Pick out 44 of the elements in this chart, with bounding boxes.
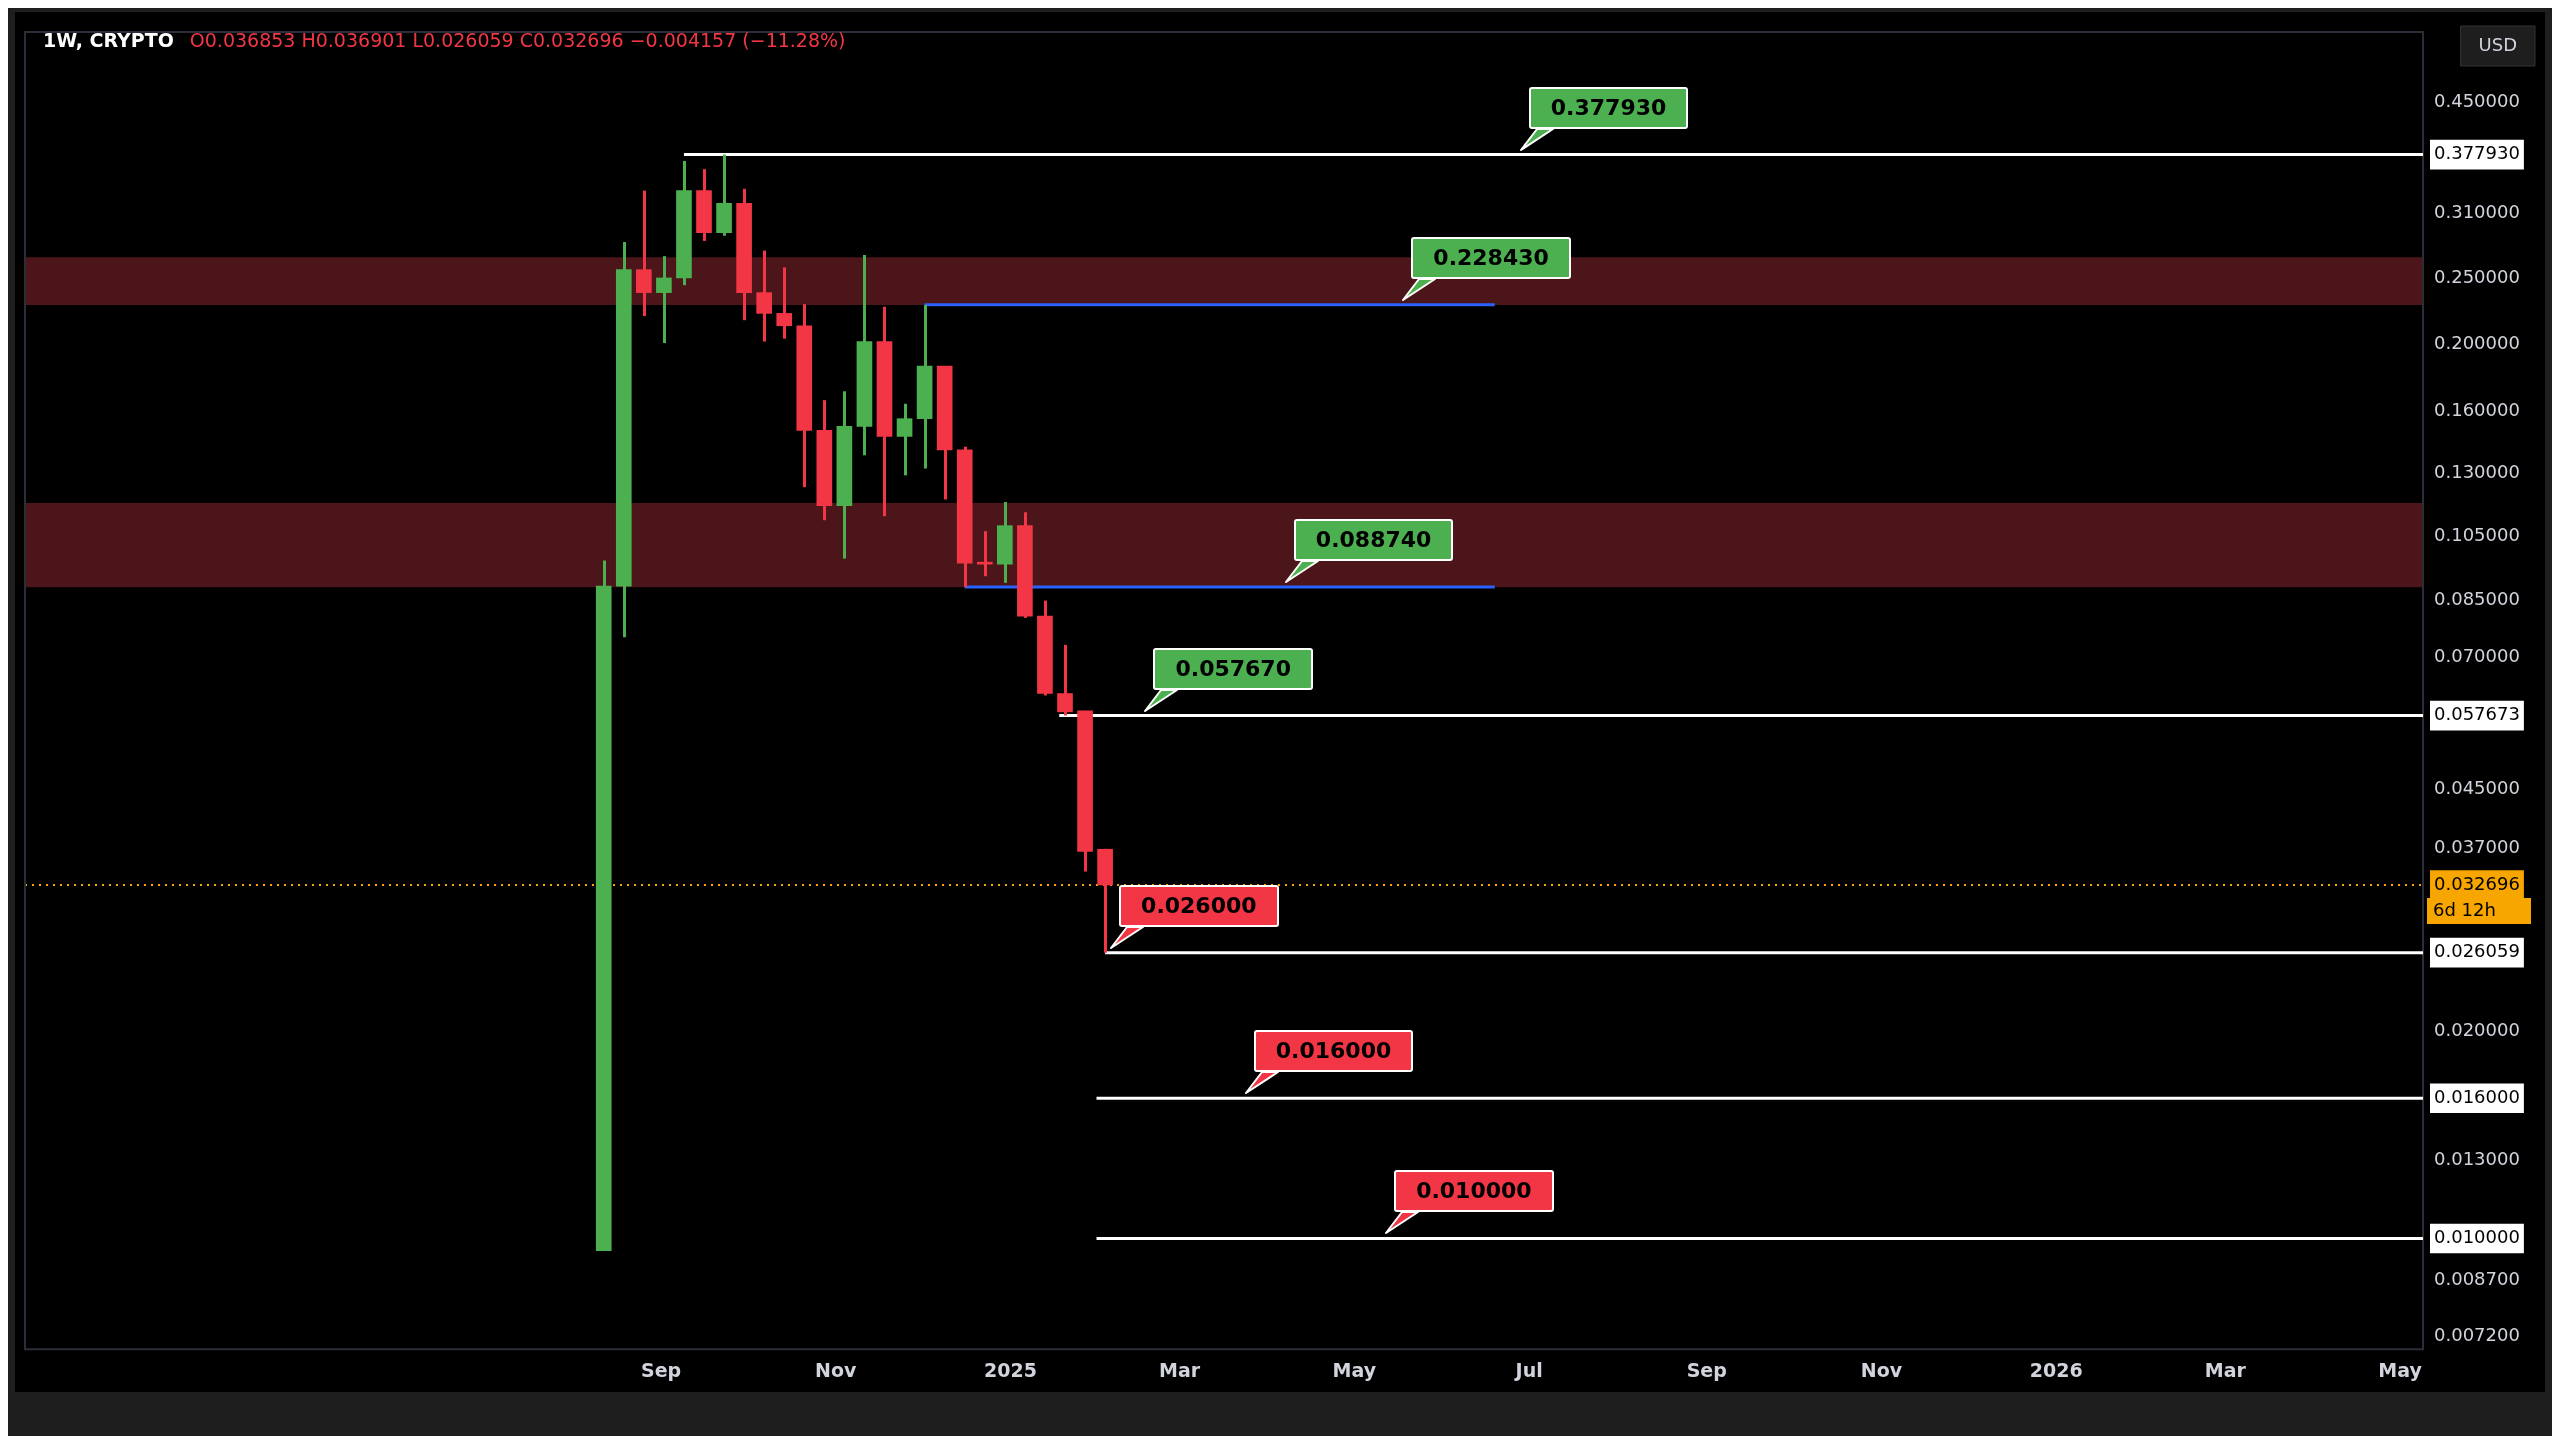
y-tick-label: 0.008700 bbox=[2434, 1267, 2520, 1289]
y-tick-label: 0.010000 bbox=[2434, 1226, 2520, 1248]
y-tick-label: 0.200000 bbox=[2434, 332, 2520, 354]
x-tick-label: Mar bbox=[1159, 1358, 1201, 1381]
y-tick-label: 0.057673 bbox=[2434, 703, 2520, 725]
y-tick-label: 0.160000 bbox=[2434, 398, 2520, 420]
x-tick-label: Nov bbox=[815, 1358, 858, 1381]
chart-title: 1W, CRYPTO bbox=[43, 28, 174, 51]
y-tick-label: 0.013000 bbox=[2434, 1147, 2520, 1169]
y-tick-label: 0.130000 bbox=[2434, 460, 2520, 482]
annotation: 0.016000 bbox=[1253, 1030, 1414, 1073]
annotation: 0.026000 bbox=[1119, 884, 1279, 927]
x-tick-label: May bbox=[2378, 1358, 2423, 1381]
annotation: 0.010000 bbox=[1394, 1170, 1554, 1213]
y-tick-label: 0.310000 bbox=[2434, 201, 2520, 223]
x-tick-label: 2026 bbox=[2029, 1358, 2083, 1381]
y-tick-label: 0.070000 bbox=[2434, 645, 2520, 667]
y-tick-label: 0.020000 bbox=[2434, 1019, 2520, 1041]
candlestick bbox=[976, 531, 993, 577]
y-tick-label: 0.016000 bbox=[2434, 1085, 2520, 1107]
y-tick-label: 0.007200 bbox=[2434, 1324, 2520, 1346]
annotation: 0.228430 bbox=[1411, 236, 1571, 279]
x-tick-label: May bbox=[1332, 1358, 1377, 1381]
annotation: 0.057670 bbox=[1153, 647, 1313, 690]
x-tick-label: Nov bbox=[1860, 1358, 1903, 1381]
ref-line-label: 6d 12h bbox=[2433, 898, 2496, 920]
y-tick-label: 0.045000 bbox=[2434, 777, 2520, 799]
y-tick-label: 0.250000 bbox=[2434, 265, 2520, 287]
chart-subtitle: O0.036853 H0.036901 L0.026059 C0.032696 −0.004157 (−11.28%) bbox=[189, 28, 846, 51]
annotation: 0.088740 bbox=[1293, 519, 1454, 561]
x-tick-label: Mar bbox=[2204, 1358, 2247, 1381]
y-tick-label: 0.377930 bbox=[2434, 142, 2520, 164]
x-tick-label: Sep bbox=[640, 1358, 682, 1381]
x-tick-label: Jul bbox=[1513, 1358, 1543, 1381]
y-tick-label: 0.032696 bbox=[2434, 872, 2520, 894]
y-tick-label: 0.037000 bbox=[2434, 835, 2520, 857]
x-tick-label: 2025 bbox=[984, 1358, 1037, 1381]
annotation: 0.377930 bbox=[1528, 86, 1689, 129]
y-tick-label: 0.105000 bbox=[2434, 524, 2520, 546]
y-tick-label: 0.450000 bbox=[2434, 90, 2520, 112]
text: USD bbox=[2478, 33, 2518, 55]
y-tick-label: 0.085000 bbox=[2434, 587, 2520, 609]
x-tick-label: Sep bbox=[1686, 1358, 1727, 1381]
y-tick-label: 0.026059 bbox=[2434, 940, 2520, 962]
